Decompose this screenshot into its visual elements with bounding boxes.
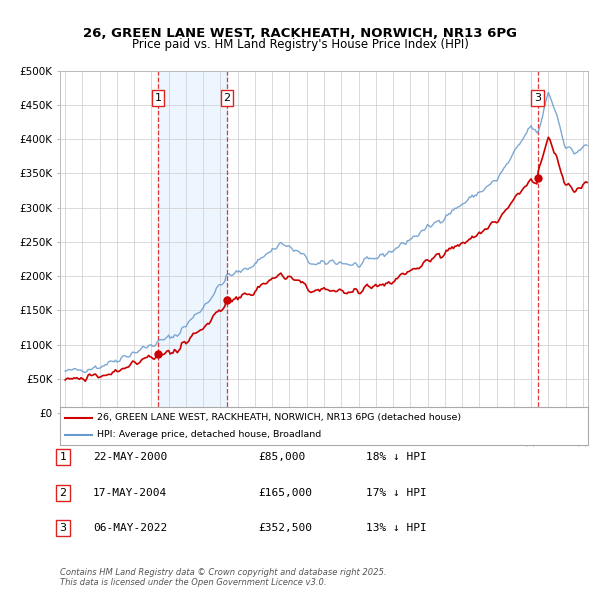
Text: £352,500: £352,500 [258,523,312,533]
Bar [158,71,227,413]
Text: Price paid vs. HM Land Registry's House Price Index (HPI): Price paid vs. HM Land Registry's House … [131,38,469,51]
Text: 22-MAY-2000: 22-MAY-2000 [93,453,167,462]
Text: 2: 2 [59,488,67,497]
Text: £165,000: £165,000 [258,488,312,497]
Text: HPI: Average price, detached house, Broadland: HPI: Average price, detached house, Broa… [97,430,321,439]
Text: £85,000: £85,000 [258,453,305,462]
Text: 06-MAY-2022: 06-MAY-2022 [93,523,167,533]
Text: 3: 3 [59,523,67,533]
Text: Contains HM Land Registry data © Crown copyright and database right 2025.
This d: Contains HM Land Registry data © Crown c… [60,568,386,587]
Text: 13% ↓ HPI: 13% ↓ HPI [366,523,427,533]
Text: 17% ↓ HPI: 17% ↓ HPI [366,488,427,497]
Text: 1: 1 [59,453,67,462]
Text: 26, GREEN LANE WEST, RACKHEATH, NORWICH, NR13 6PG (detached house): 26, GREEN LANE WEST, RACKHEATH, NORWICH,… [97,414,461,422]
Text: 17-MAY-2004: 17-MAY-2004 [93,488,167,497]
Text: 2: 2 [223,93,230,103]
Text: 26, GREEN LANE WEST, RACKHEATH, NORWICH, NR13 6PG: 26, GREEN LANE WEST, RACKHEATH, NORWICH,… [83,27,517,40]
Text: 3: 3 [534,93,541,103]
Text: 18% ↓ HPI: 18% ↓ HPI [366,453,427,462]
Text: 1: 1 [154,93,161,103]
